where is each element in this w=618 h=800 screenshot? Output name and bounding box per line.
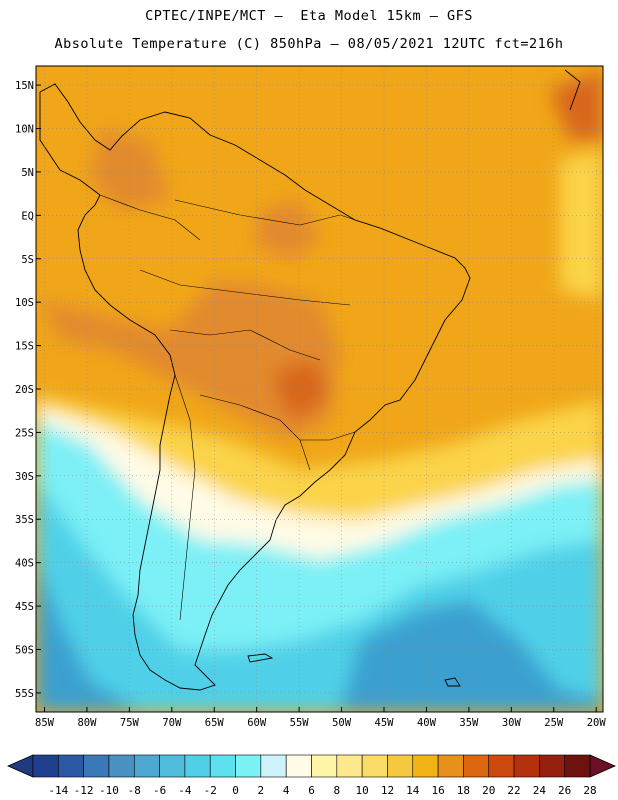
colorbar-label: 22	[507, 784, 520, 797]
colorbar-swatch	[311, 754, 338, 778]
colorbar-swatch	[539, 754, 565, 778]
colorbar-label: 0	[232, 784, 239, 797]
lat-label: 30S	[15, 471, 34, 483]
mild-ne-zone	[560, 150, 603, 300]
colorbar-swatch	[513, 754, 540, 778]
colorbar-label: 24	[533, 784, 547, 797]
graticule	[36, 66, 603, 712]
colorbar-label: 12	[381, 784, 394, 797]
lat-label: 45S	[15, 601, 34, 613]
lat-label: 55S	[15, 688, 34, 700]
lon-label: 50W	[332, 717, 352, 729]
lat-label: 15S	[15, 341, 34, 353]
coldest-zone	[36, 560, 603, 712]
colorbar-swatch	[387, 754, 414, 778]
latitude-labels: 15N 10N 5N EQ 5S 10S 15S 20S 25S 30S 35S 40S 45S 50S 5…	[15, 80, 41, 700]
colorbar-swatch	[159, 754, 186, 778]
lon-label: 80W	[77, 717, 97, 729]
colorbar-swatch	[235, 754, 262, 778]
colorbar-swatch	[437, 754, 464, 778]
colorbar-label: -12	[74, 784, 94, 797]
colorbar-swatch	[336, 754, 363, 778]
colorbar-swatch	[260, 754, 287, 778]
colorbar-over-arrow	[589, 754, 616, 778]
colorbar-label: -6	[153, 784, 166, 797]
colorbar-swatch	[463, 754, 490, 778]
colorbar-label: -4	[178, 784, 192, 797]
colorbar-swatch	[58, 754, 84, 778]
colorbar-label: 2	[258, 784, 265, 797]
colorbar-label: -10	[99, 784, 119, 797]
colorbar-swatch	[32, 754, 59, 778]
colorbar-label: -2	[204, 784, 217, 797]
colorbar-label: 28	[583, 784, 596, 797]
title-line-2: Absolute Temperature (C) 850hPa – 08/05/…	[54, 36, 564, 52]
colorbar-label: 26	[558, 784, 571, 797]
lat-label: 10S	[15, 297, 34, 309]
lat-label: 5N	[21, 167, 34, 179]
hot-zone	[275, 70, 603, 420]
colorbar-label: 10	[356, 784, 369, 797]
colorbar-label: 14	[406, 784, 420, 797]
colorbar-swatch	[412, 754, 439, 778]
colorbar-swatch	[564, 754, 591, 778]
lon-label: 55W	[290, 717, 310, 729]
colorbar-swatch	[361, 754, 388, 778]
lon-label: 85W	[35, 717, 55, 729]
lon-label: 30W	[502, 717, 522, 729]
colorbar-label: 8	[334, 784, 341, 797]
colorbar-swatch	[83, 754, 110, 778]
lat-label: 20S	[15, 384, 34, 396]
lat-label: 10N	[15, 124, 34, 136]
lat-label: 35S	[15, 514, 34, 526]
colorbar: -14 -12 -10 -8 -6 -4 -2 0 2 4 6 8 10 12 14 16 18 20 22 24 26…	[7, 754, 616, 797]
colorbar-label: 18	[457, 784, 470, 797]
colorbar-swatch	[209, 754, 236, 778]
colorbar-swatch	[488, 754, 515, 778]
longitude-labels: 85W 80W 75W 70W 65W 60W 55W 50W 45W 40W 35W 30W 25W 2…	[35, 707, 606, 729]
lat-label: 40S	[15, 558, 34, 570]
lon-label: 20W	[587, 717, 607, 729]
lon-label: 65W	[205, 717, 225, 729]
warm-core-zone	[40, 130, 340, 440]
colorbar-swatch	[133, 754, 160, 778]
colorbar-swatch	[285, 754, 312, 778]
title-line-1: CPTEC/INPE/MCT – Eta Model 15km – GFS	[145, 8, 473, 24]
colorbar-label: 4	[283, 784, 290, 797]
lat-label: 25S	[15, 427, 34, 439]
lon-label: 75W	[120, 717, 140, 729]
colorbar-label: -8	[128, 784, 141, 797]
colorbar-label: 6	[308, 784, 315, 797]
lat-label: 50S	[15, 644, 34, 656]
colorbar-label: 16	[431, 784, 444, 797]
country-borders	[99, 194, 381, 621]
lon-label: 40W	[417, 717, 437, 729]
colorbar-label: -14	[48, 784, 68, 797]
lat-label: 5S	[21, 254, 34, 266]
colorbar-under-arrow	[7, 754, 34, 778]
lat-label: EQ	[21, 210, 34, 222]
lon-label: 35W	[459, 717, 479, 729]
colorbar-swatch	[108, 754, 135, 778]
colorbar-label: 20	[482, 784, 495, 797]
lon-label: 60W	[247, 717, 267, 729]
lon-label: 45W	[375, 717, 395, 729]
colorbar-swatch	[184, 754, 211, 778]
coastline	[39, 69, 581, 691]
lon-label: 25W	[544, 717, 564, 729]
lat-label: 15N	[15, 80, 34, 92]
lon-label: 70W	[162, 717, 182, 729]
temperature-field	[36, 66, 603, 712]
